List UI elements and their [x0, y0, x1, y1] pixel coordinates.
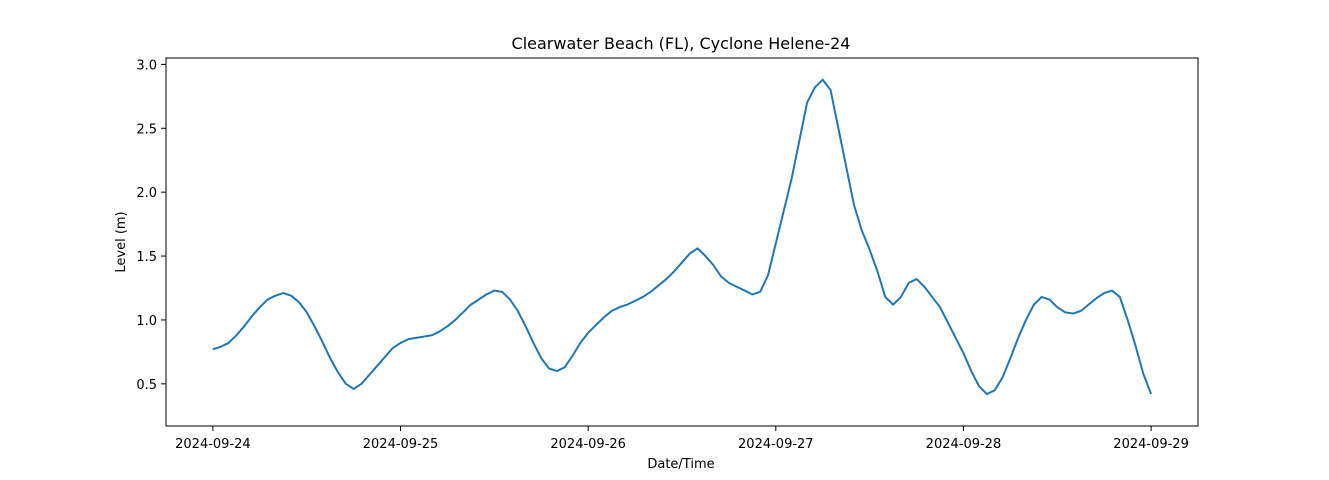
chart-title: Clearwater Beach (FL), Cyclone Helene-24 — [512, 34, 851, 53]
x-tick-label: 2024-09-28 — [926, 437, 1002, 452]
y-tick-label: 1.5 — [136, 250, 157, 265]
series-layer — [212, 78, 1153, 396]
x-tick-label: 2024-09-27 — [738, 437, 814, 452]
x-axis-label: Date/Time — [647, 457, 714, 472]
y-axis-label: Level (m) — [114, 211, 129, 272]
plot-frame — [165, 57, 1199, 427]
y-tick-label: 3.0 — [136, 58, 157, 73]
y-tick-label: 2.0 — [136, 186, 157, 201]
y-tick-label: 1.0 — [136, 314, 157, 329]
x-axis-ticks: 2024-09-24 2024-09-25 2024-09-26 2024-09-27… — [175, 426, 1189, 452]
x-tick-label: 2024-09-24 — [175, 437, 251, 452]
y-tick-label: 0.5 — [136, 378, 157, 393]
y-tick-label: 2.5 — [136, 122, 157, 137]
x-tick-label: 2024-09-26 — [550, 437, 626, 452]
x-tick-label: 2024-09-25 — [363, 437, 439, 452]
y-axis-ticks: 0.5 1.0 1.5 2.0 2.5 3.0 — [136, 58, 166, 393]
x-tick-label: 2024-09-29 — [1113, 437, 1189, 452]
series-line-0 — [212, 78, 1153, 396]
